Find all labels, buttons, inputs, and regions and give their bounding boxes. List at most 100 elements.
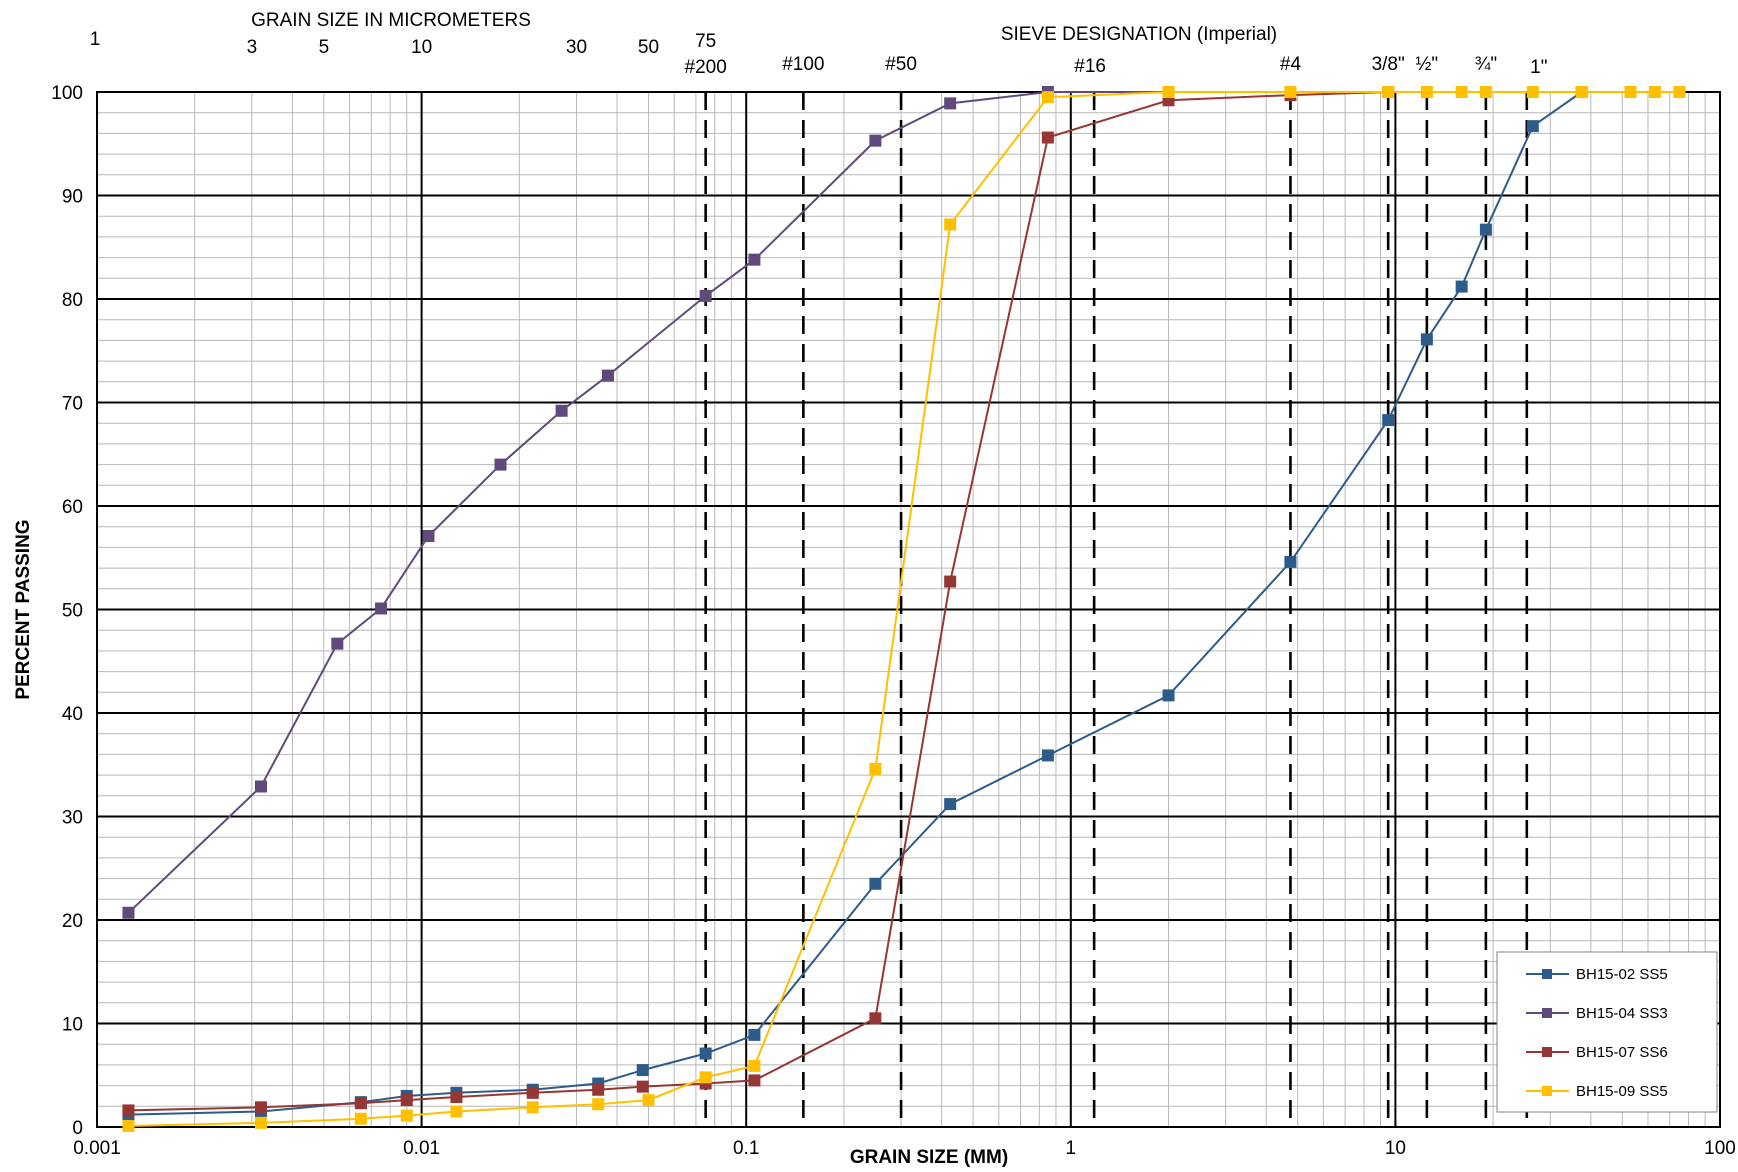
data-point [555, 404, 568, 417]
data-point [869, 134, 882, 147]
y-tick-label: 70 [62, 394, 83, 415]
micrometer-label: 10 [411, 37, 432, 58]
data-point [642, 1094, 655, 1107]
sieve-lines [704, 92, 1529, 1127]
x-tick-label: 0.1 [733, 1138, 759, 1159]
legend-label: BH15-04 SS3 [1576, 1005, 1668, 1022]
legend-item: BH15-09 SS5 [1526, 1083, 1668, 1100]
data-point [1479, 223, 1492, 236]
sieve-label: #100 [782, 54, 824, 75]
data-point [1420, 333, 1433, 346]
sieve-label: #200 [685, 57, 727, 78]
legend-marker [1542, 969, 1552, 979]
sieve-label: 3/8" [1372, 54, 1405, 75]
legend-marker [1542, 1008, 1552, 1018]
data-point [526, 1101, 539, 1114]
data-point [400, 1094, 413, 1107]
data-point [450, 1090, 463, 1103]
micrometer-label: 30 [566, 37, 587, 58]
data-point [944, 798, 957, 811]
data-point [254, 780, 267, 793]
y-tick-label: 50 [62, 601, 83, 622]
sieve-label: #4 [1280, 54, 1302, 75]
series-line [127, 91, 1169, 914]
y-axis-title: PERCENT PASSING [13, 519, 34, 699]
data-point [494, 458, 507, 471]
data-point [869, 877, 882, 890]
y-tick-label: 10 [62, 1015, 83, 1036]
x-axis-title: GRAIN SIZE (MM) [850, 1147, 1008, 1167]
legend-item: BH15-04 SS3 [1526, 1005, 1668, 1022]
data-point [592, 1098, 605, 1111]
data-point [122, 906, 135, 919]
y-tick-label: 60 [62, 497, 83, 518]
x-tick-label: 0.01 [403, 1138, 440, 1159]
data-point [601, 369, 614, 382]
y-tick-label: 20 [62, 911, 83, 932]
data-point [1526, 120, 1539, 133]
data-point [592, 1083, 605, 1096]
sieve-label: ½" [1416, 54, 1439, 75]
data-point [699, 289, 712, 302]
legend: BH15-02 SS5 BH15-04 SS3 BH15-07 SS6 BH15-09… [1496, 951, 1718, 1113]
data-point [122, 1119, 135, 1132]
data-point [1041, 749, 1054, 762]
data-point [869, 1012, 882, 1025]
data-point [254, 1101, 267, 1114]
data-point [869, 762, 882, 775]
legend-label: BH15-09 SS5 [1576, 1083, 1668, 1100]
series-1 [122, 86, 1588, 1121]
data-point [422, 530, 435, 543]
micrometer-label: 75 [695, 31, 716, 52]
legend-label: BH15-02 SS5 [1576, 966, 1668, 983]
data-point [1420, 86, 1433, 98]
data-point [1455, 280, 1468, 293]
grid-layer [96, 91, 1721, 1128]
data-point [400, 1109, 413, 1122]
data-point [331, 637, 344, 650]
sieve-label: 1" [1530, 57, 1547, 78]
series-layer [122, 86, 1686, 1132]
data-point [944, 97, 957, 110]
micrometer-axis-title: GRAIN SIZE IN MICROMETERS [251, 10, 531, 31]
data-point [122, 1104, 135, 1117]
data-point [748, 1028, 761, 1041]
legend-item: BH15-02 SS5 [1526, 966, 1668, 983]
data-point [1041, 131, 1054, 144]
y-tick-label: 80 [62, 290, 83, 311]
data-point [1624, 86, 1637, 98]
data-point [254, 1116, 267, 1129]
data-point [1284, 86, 1297, 98]
data-point [944, 218, 957, 231]
y-tick-label: 100 [51, 83, 83, 104]
sieve-label: #16 [1074, 56, 1106, 77]
data-point [748, 1059, 761, 1072]
data-point [1284, 555, 1297, 568]
data-point [636, 1080, 649, 1093]
x-tick-label: 1 [1066, 1138, 1077, 1159]
data-point [1673, 86, 1686, 98]
data-point [1479, 86, 1492, 98]
sieve-label: #50 [885, 54, 917, 75]
micrometer-label: 3 [247, 37, 258, 58]
data-point [354, 1112, 367, 1125]
y-tick-label: 90 [62, 187, 83, 208]
data-point [748, 253, 761, 266]
data-point [1162, 689, 1175, 702]
data-point [636, 1064, 649, 1077]
legend-box [1496, 951, 1718, 1113]
series-line [128, 91, 1680, 1127]
data-point [1041, 91, 1054, 104]
data-point [1526, 86, 1539, 98]
series-4 [122, 86, 1686, 1132]
x-tick-label: 100 [1704, 1138, 1736, 1159]
legend-marker [1542, 1047, 1552, 1057]
data-point [1162, 86, 1175, 98]
data-point [748, 1074, 761, 1087]
micrometer-label: 1 [90, 29, 101, 50]
data-point [375, 602, 388, 615]
data-point [944, 575, 957, 588]
data-point [526, 1086, 539, 1099]
x-tick-label: 10 [1385, 1138, 1406, 1159]
